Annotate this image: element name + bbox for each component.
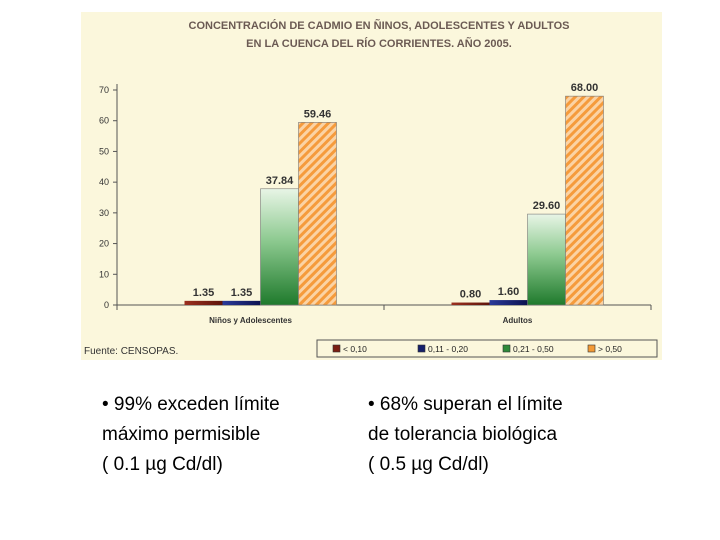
category-label: Adultos — [503, 316, 533, 325]
y-tick-label: 70 — [99, 85, 109, 95]
right-note: • 68% superan el límite de tolerancia bi… — [368, 390, 563, 480]
left-note-line-1: • 99% exceden límite — [102, 394, 280, 415]
right-note-line-3: ( 0.5 µg Cd/dl) — [368, 454, 489, 475]
y-tick-label: 40 — [99, 177, 109, 187]
y-tick-label: 50 — [99, 146, 109, 156]
y-tick-label: 20 — [99, 239, 109, 249]
bar-adultos-s2 — [527, 213, 566, 306]
legend-box — [316, 339, 658, 358]
bar-adultos-s0 — [451, 302, 490, 305]
right-note-line-2: de tolerancia biológica — [368, 424, 558, 445]
bar-value-label: 1.35 — [231, 287, 252, 299]
bar-ninos-s1 — [222, 300, 261, 305]
bar-ninos-s2 — [260, 188, 299, 306]
bar-value-label: 29.60 — [533, 200, 561, 212]
legend-swatch — [417, 344, 426, 353]
bar-ninos-s0 — [184, 300, 223, 305]
bar-ninos-s3 — [298, 122, 337, 306]
chart-svg: CONCENTRACIÓN DE CADMIO EN ÑINOS, ADOLES… — [84, 19, 658, 358]
y-tick-label: 0 — [104, 300, 109, 310]
y-tick-label: 10 — [99, 269, 109, 279]
left-note-line-2: máximo permisible — [102, 424, 261, 445]
chart-title-line-2: EN LA CUENCA DEL RÍO CORRIENTES. AÑO 200… — [246, 37, 512, 50]
chart-panel: CONCENTRACIÓN DE CADMIO EN ÑINOS, ADOLES… — [81, 12, 662, 360]
legend-label: < 0,10 — [343, 344, 367, 354]
bar-adultos-s3 — [565, 95, 604, 306]
right-note-line-1: • 68% superan el límite — [368, 394, 563, 415]
bar-value-label: 68.00 — [571, 82, 599, 94]
category-label: Niños y Adolescentes — [209, 316, 292, 325]
legend-swatch — [332, 344, 341, 353]
bar-value-label: 59.46 — [304, 108, 332, 120]
left-note: • 99% exceden límite máximo permisible (… — [102, 390, 280, 480]
legend-label: > 0,50 — [598, 344, 622, 354]
legend-swatch — [502, 344, 511, 353]
y-tick-label: 30 — [99, 208, 109, 218]
bar-adultos-s1 — [489, 300, 528, 305]
y-tick-label: 60 — [99, 116, 109, 126]
legend-swatch — [587, 344, 596, 353]
bar-value-label: 1.60 — [498, 286, 519, 298]
legend-label: 0,11 - 0,20 — [428, 344, 468, 354]
bar-value-label: 1.35 — [193, 287, 214, 299]
bar-value-label: 37.84 — [266, 175, 294, 187]
bar-value-label: 0.80 — [460, 289, 481, 301]
legend-label: 0,21 - 0,50 — [513, 344, 554, 354]
chart-title-line-1: CONCENTRACIÓN DE CADMIO EN ÑINOS, ADOLES… — [189, 19, 570, 32]
left-note-line-3: ( 0.1 µg Cd/dl) — [102, 454, 223, 475]
source-note: Fuente: CENSOPAS. — [84, 346, 178, 357]
